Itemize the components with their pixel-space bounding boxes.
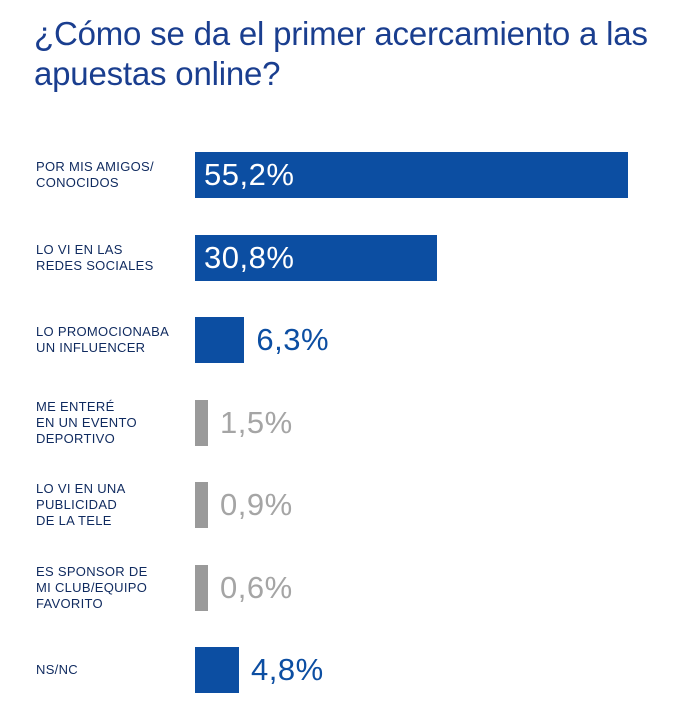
bar [195, 234, 437, 281]
bar [195, 482, 208, 528]
value-label: 6,3% [256, 322, 330, 357]
category-label: LO VI EN UNA PUBLICIDAD DE LA TELE [36, 481, 126, 528]
category-label: NS/NC [36, 662, 78, 677]
bar [195, 399, 208, 446]
bar [195, 152, 628, 198]
bar [195, 564, 208, 611]
value-label: 4,8% [251, 652, 324, 687]
bar [195, 647, 239, 693]
value-label: 0,6% [220, 569, 293, 605]
chart-title: ¿Cómo se da el primer acercamiento a las… [34, 15, 648, 92]
value-label: 1,5% [220, 404, 293, 440]
bar [195, 317, 245, 363]
category-label: ME ENTERÉ EN UN EVENTO DEPORTIVO [36, 398, 137, 446]
value-label: 55,2% [204, 157, 295, 192]
category-label: POR MIS AMIGOS/ CONOCIDOS [36, 159, 154, 190]
category-label: ES SPONSOR DE MI CLUB/EQUIPO FAVORITO [36, 563, 148, 611]
value-label: 30,8% [204, 239, 295, 275]
category-label: LO PROMOCIONABA UN INFLUENCER [36, 324, 170, 355]
value-label: 0,9% [220, 487, 293, 522]
category-label: LO VI EN LAS REDES SOCIALES [36, 241, 154, 273]
